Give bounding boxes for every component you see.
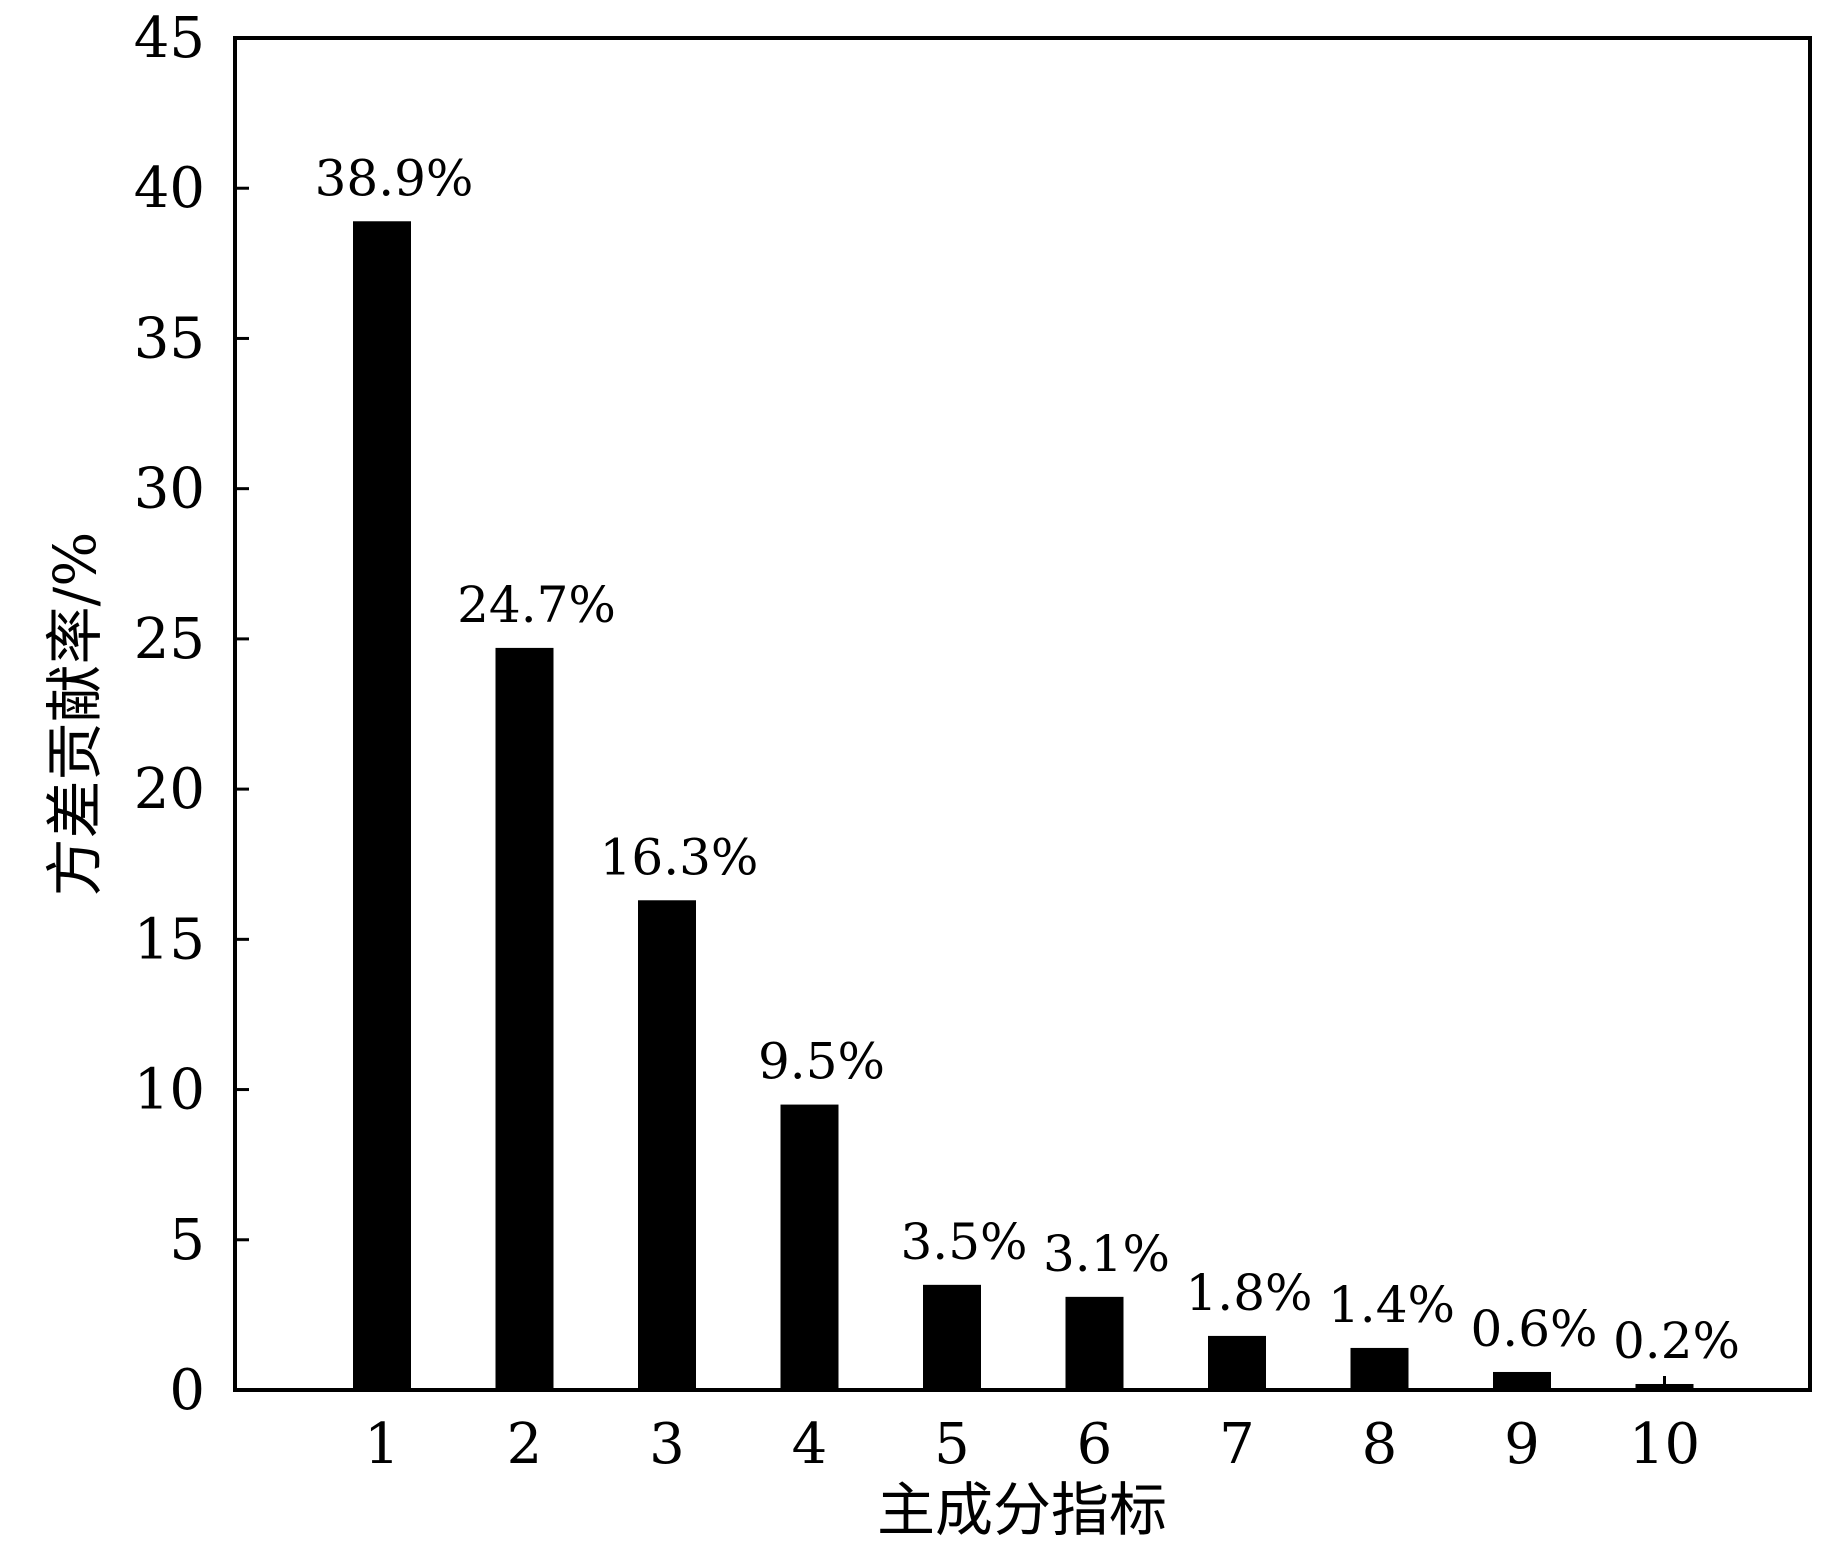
y-tick-label: 20 xyxy=(134,757,205,822)
y-tick-label: 10 xyxy=(134,1058,205,1123)
x-axis-title: 主成分指标 xyxy=(877,1476,1167,1544)
bars xyxy=(353,221,1694,1390)
x-tick-label: 7 xyxy=(1219,1412,1255,1477)
x-tick-label: 4 xyxy=(792,1412,828,1477)
y-tick-label: 5 xyxy=(169,1208,205,1273)
x-tick-label: 2 xyxy=(507,1412,543,1477)
data-labels: 38.9% 24.7% 16.3% 9.5% 3.5% 3.1% 1.8% 1.4% 0.6% 0… xyxy=(315,149,1740,1370)
bar-3 xyxy=(638,900,696,1390)
data-label-8: 1.4% xyxy=(1328,1276,1455,1334)
data-label-2: 24.7% xyxy=(457,576,616,634)
y-axis-title: 方差贡献率/% xyxy=(41,532,109,897)
bar-5 xyxy=(923,1284,981,1390)
data-label-6: 3.1% xyxy=(1043,1225,1170,1283)
y-axis-ticks: 0 5 10 15 20 25 30 35 40 45 xyxy=(134,6,249,1423)
plot-frame xyxy=(233,36,1812,1392)
y-tick-label: 30 xyxy=(134,457,205,522)
data-label-4: 9.5% xyxy=(758,1033,885,1091)
y-tick-label: 40 xyxy=(134,156,205,221)
bar-7 xyxy=(1208,1335,1266,1390)
data-label-9: 0.6% xyxy=(1470,1300,1597,1358)
x-tick-label: 10 xyxy=(1629,1412,1700,1477)
y-tick-label: 25 xyxy=(134,607,205,672)
x-tick-label: 6 xyxy=(1077,1412,1113,1477)
data-label-10: 0.2% xyxy=(1613,1312,1740,1370)
y-tick-label: 15 xyxy=(134,907,205,972)
x-tick-label: 9 xyxy=(1504,1412,1540,1477)
data-label-3: 16.3% xyxy=(600,828,759,886)
bar-9 xyxy=(1493,1371,1551,1390)
data-label-5: 3.5% xyxy=(900,1213,1027,1271)
data-label-7: 1.8% xyxy=(1185,1264,1312,1322)
bar-1 xyxy=(353,221,411,1390)
x-tick-label: 3 xyxy=(649,1412,685,1477)
y-tick-label: 35 xyxy=(134,306,205,371)
bar-4 xyxy=(780,1104,839,1390)
bar-2 xyxy=(495,647,554,1390)
x-tick-label: 1 xyxy=(364,1412,400,1477)
data-label-1: 38.9% xyxy=(315,149,474,207)
bar-10 xyxy=(1635,1383,1694,1390)
bar-8 xyxy=(1350,1347,1409,1390)
bar-6 xyxy=(1065,1296,1124,1390)
y-tick-label: 0 xyxy=(169,1358,205,1423)
x-tick-label: 8 xyxy=(1362,1412,1398,1477)
y-tick-label: 45 xyxy=(134,6,205,71)
x-tick-label: 5 xyxy=(934,1412,970,1477)
